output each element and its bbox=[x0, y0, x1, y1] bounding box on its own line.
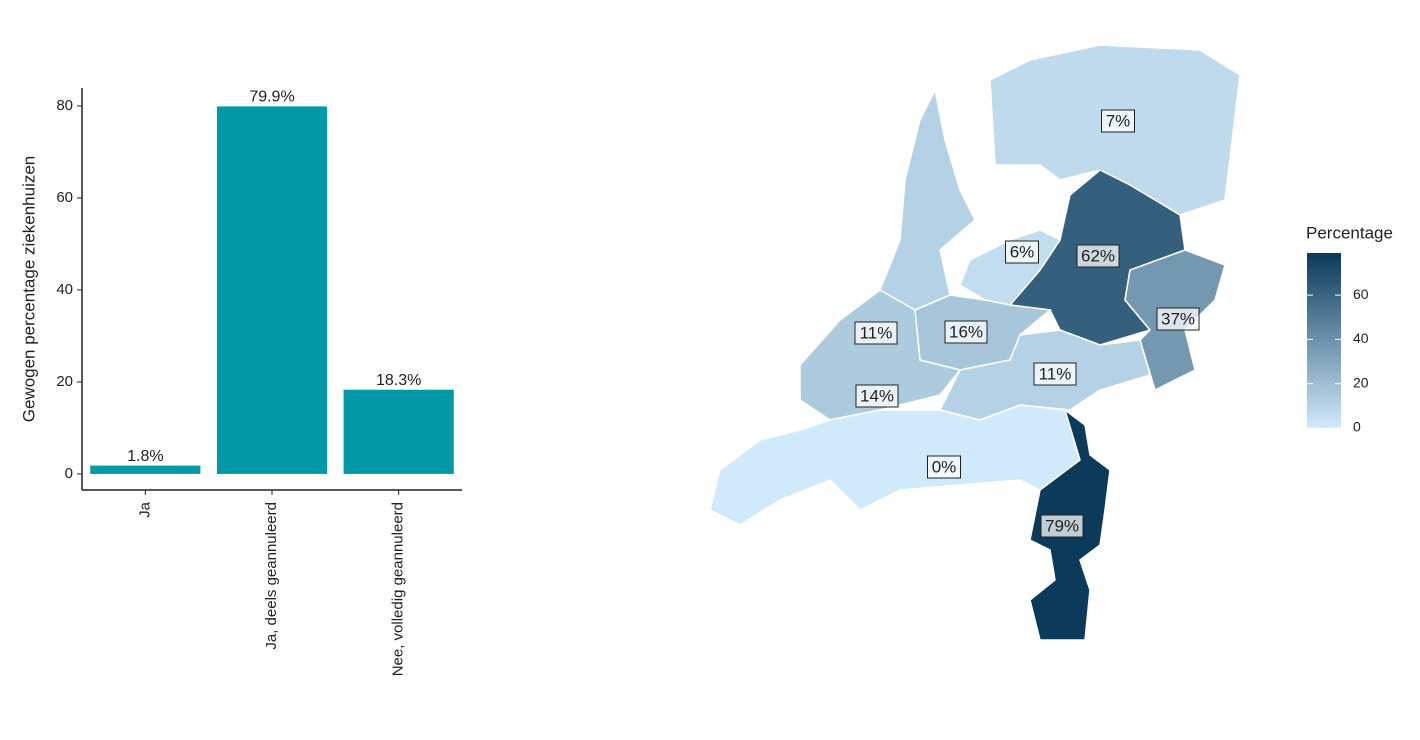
region bbox=[879, 87, 976, 311]
bar bbox=[343, 389, 454, 474]
region-label: 7% bbox=[1106, 111, 1131, 130]
region-label: 6% bbox=[1010, 242, 1035, 261]
region-label: 14% bbox=[860, 386, 894, 405]
region-label: 62% bbox=[1081, 246, 1115, 265]
region-label: 0% bbox=[932, 457, 957, 476]
colorbar bbox=[1307, 253, 1341, 428]
label-box bbox=[944, 320, 988, 344]
bar bbox=[90, 465, 201, 474]
value-label: 18.3% bbox=[376, 372, 421, 389]
y-tick-label: 40 bbox=[56, 281, 73, 298]
label-box bbox=[1005, 240, 1039, 264]
bar bbox=[216, 106, 328, 474]
value-label: 79.9% bbox=[249, 89, 294, 106]
legend-title: Percentage bbox=[1306, 223, 1393, 242]
x-tick-label: Ja, deels geannuleerd bbox=[263, 502, 280, 650]
label-box bbox=[1033, 362, 1077, 386]
legend-tick-label: 0 bbox=[1353, 419, 1361, 435]
label-box bbox=[1156, 307, 1200, 331]
y-tick-label: 20 bbox=[56, 373, 73, 390]
label-box bbox=[1040, 514, 1084, 538]
label-box bbox=[854, 321, 898, 345]
value-label: 1.8% bbox=[127, 448, 163, 465]
label-box bbox=[1101, 109, 1135, 133]
region-label: 79% bbox=[1045, 516, 1079, 535]
legend-tick-label: 20 bbox=[1353, 374, 1369, 390]
region-label: 37% bbox=[1161, 309, 1195, 328]
region-label: 16% bbox=[949, 322, 983, 341]
y-tick-label: 80 bbox=[56, 97, 73, 114]
x-tick-label: Nee, volledig geannuleerd bbox=[390, 502, 407, 676]
y-axis-label: Gewogen percentage ziekenhuizen bbox=[19, 156, 38, 423]
label-box bbox=[927, 455, 961, 479]
region bbox=[709, 404, 1081, 526]
region-label: 11% bbox=[860, 323, 893, 342]
label-box bbox=[1076, 244, 1120, 268]
legend-tick-label: 60 bbox=[1353, 286, 1369, 302]
region-label: 11% bbox=[1039, 364, 1072, 383]
label-box bbox=[855, 384, 899, 408]
y-tick-label: 60 bbox=[56, 189, 73, 206]
x-tick-label: Ja bbox=[136, 501, 153, 518]
legend-tick-label: 40 bbox=[1353, 330, 1369, 346]
y-tick-label: 0 bbox=[65, 465, 73, 482]
